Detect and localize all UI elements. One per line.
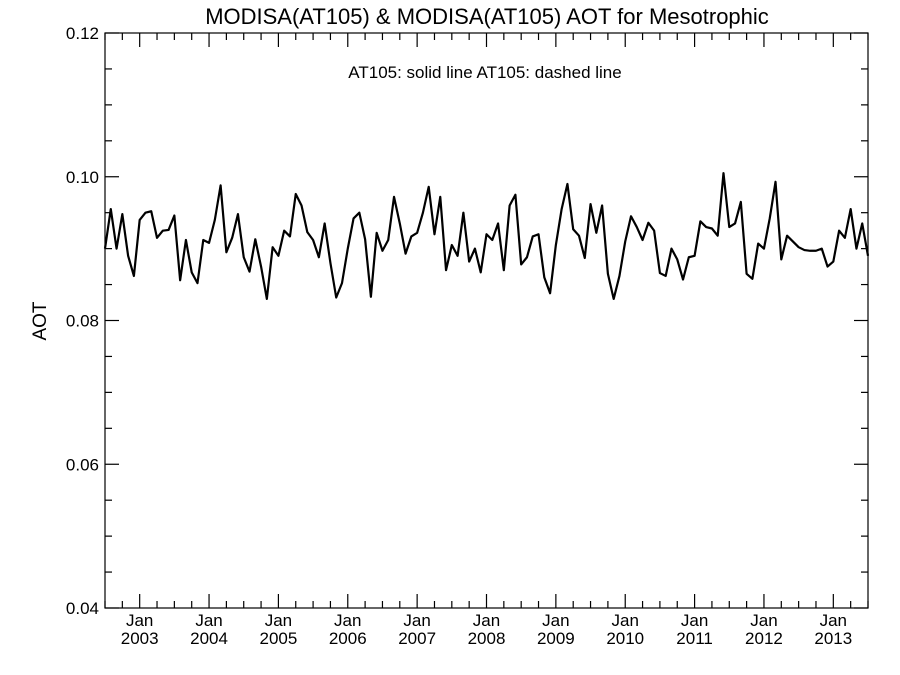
x-tick-label-year: 2004 bbox=[190, 629, 228, 648]
series-line-at105-solid bbox=[103, 172, 870, 301]
x-tick-label-year: 2006 bbox=[329, 629, 367, 648]
x-tick-label-month: Jan bbox=[681, 611, 708, 630]
y-tick-label: 0.12 bbox=[66, 24, 99, 43]
x-tick-label-year: 2013 bbox=[814, 629, 852, 648]
y-tick-label: 0.08 bbox=[66, 312, 99, 331]
x-tick-label-month: Jan bbox=[126, 611, 153, 630]
y-tick-label: 0.10 bbox=[66, 168, 99, 187]
y-tick-label: 0.04 bbox=[66, 599, 99, 618]
x-tick-label-year: 2007 bbox=[398, 629, 436, 648]
x-tick-label-year: 2010 bbox=[606, 629, 644, 648]
x-tick-label-year: 2008 bbox=[468, 629, 506, 648]
x-tick-label-month: Jan bbox=[820, 611, 847, 630]
x-tick-label-month: Jan bbox=[403, 611, 430, 630]
x-tick-label-year: 2009 bbox=[537, 629, 575, 648]
x-tick-label-year: 2012 bbox=[745, 629, 783, 648]
y-axis-title: AOT bbox=[30, 301, 51, 340]
x-tick-label-month: Jan bbox=[195, 611, 222, 630]
chart-title: MODISA(AT105) & MODISA(AT105) AOT for Me… bbox=[205, 4, 769, 29]
x-tick-label-month: Jan bbox=[542, 611, 569, 630]
y-tick-label: 0.06 bbox=[66, 455, 99, 474]
x-tick-label-year: 2005 bbox=[259, 629, 297, 648]
x-tick-label-month: Jan bbox=[612, 611, 639, 630]
x-tick-label-year: 2003 bbox=[121, 629, 159, 648]
y-axis: 0.04 0.06 0.08 0.10 0.12 bbox=[66, 24, 868, 618]
line-style-annotation: AT105: solid line AT105: dashed line bbox=[348, 63, 621, 82]
x-tick-label-month: Jan bbox=[473, 611, 500, 630]
x-tick-label-month: Jan bbox=[265, 611, 292, 630]
plot-frame bbox=[104, 32, 869, 609]
x-axis: Jan2003Jan2004Jan2005Jan2006Jan2007Jan20… bbox=[104, 33, 869, 648]
x-tick-label-month: Jan bbox=[334, 611, 361, 630]
x-tick-label-month: Jan bbox=[750, 611, 777, 630]
x-tick-label-year: 2011 bbox=[676, 629, 713, 648]
